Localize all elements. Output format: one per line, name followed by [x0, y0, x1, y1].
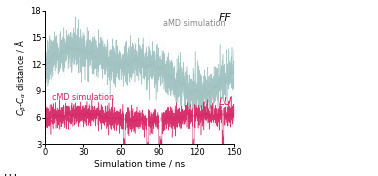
Text: cMD simulation: cMD simulation	[52, 93, 114, 102]
Text: aMD simulation: aMD simulation	[163, 19, 225, 29]
Text: FF: FF	[219, 13, 232, 23]
Text: LU: LU	[218, 96, 232, 106]
Text: LU: LU	[4, 174, 18, 176]
X-axis label: Simulation time / ns: Simulation time / ns	[94, 160, 186, 169]
Y-axis label: $C_{\beta}$-$C_{\alpha}$ distance / Å: $C_{\beta}$-$C_{\alpha}$ distance / Å	[14, 39, 29, 116]
